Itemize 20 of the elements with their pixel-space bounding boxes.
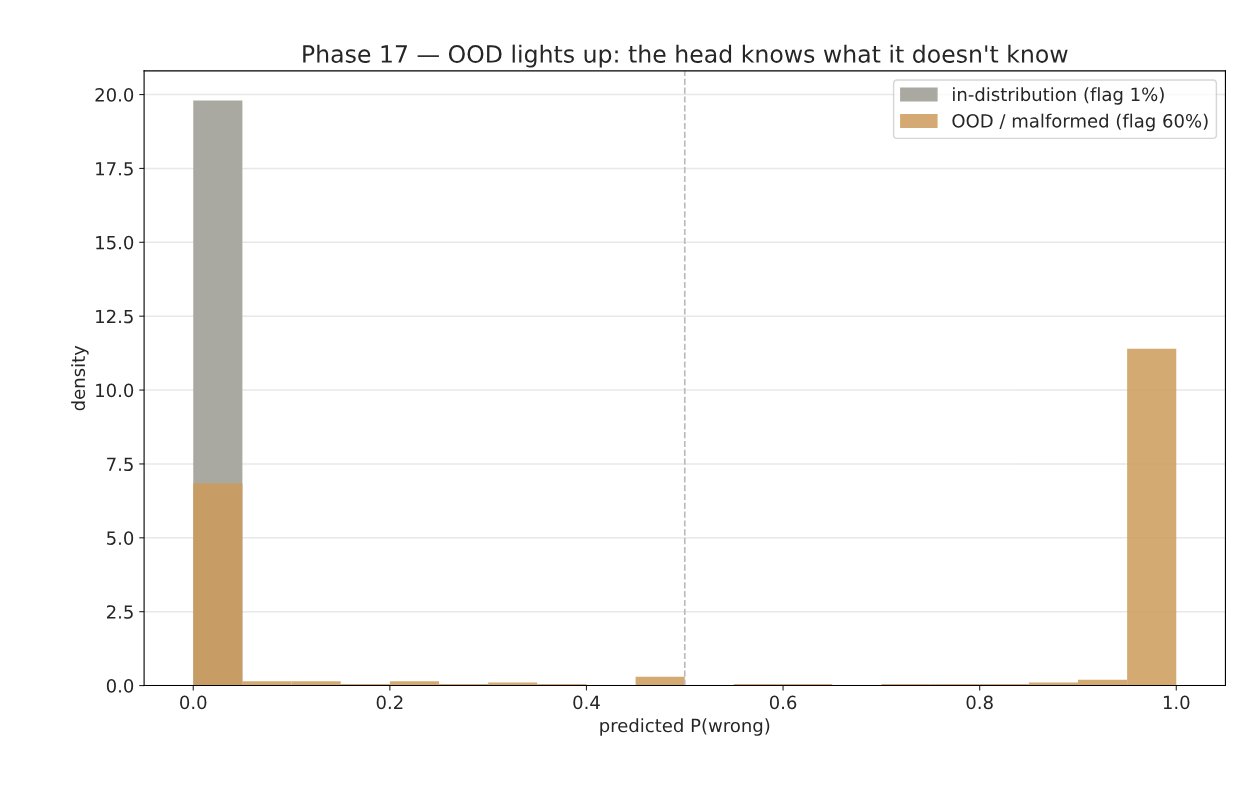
legend-label: in-distribution (flag 1%) [953,87,1164,105]
y-axis-title: density [71,345,89,411]
y-tick-label: 2.5 [106,605,133,619]
y-tick-label: 7.5 [107,457,133,472]
x-tick-label: 0.0 [180,695,207,710]
x-tick-label: 0.4 [573,695,600,710]
x-tick-label: 1.0 [1163,695,1190,710]
y-tick-label: 17.5 [96,162,133,176]
x-tick-label: 0.6 [769,695,797,710]
y-tick-label: 0.0 [106,679,134,693]
y-tick-label: 15.0 [96,235,134,250]
x-tick-label: 0.2 [376,695,403,710]
chart-title: Phase 17 — OOD lights up: the head knows what it doesn't know [303,44,1068,68]
legend-label: OOD / malformed (flag 60%) [952,113,1208,132]
y-tick-label: 5.0 [107,531,134,545]
y-tick-label: 10.0 [96,383,134,398]
x-axis-title: predicted P(wrong) [600,718,770,736]
y-tick-label: 12.5 [96,309,133,324]
x-tick-label: 0.8 [966,695,993,710]
y-tick-label: 20.0 [95,88,134,102]
